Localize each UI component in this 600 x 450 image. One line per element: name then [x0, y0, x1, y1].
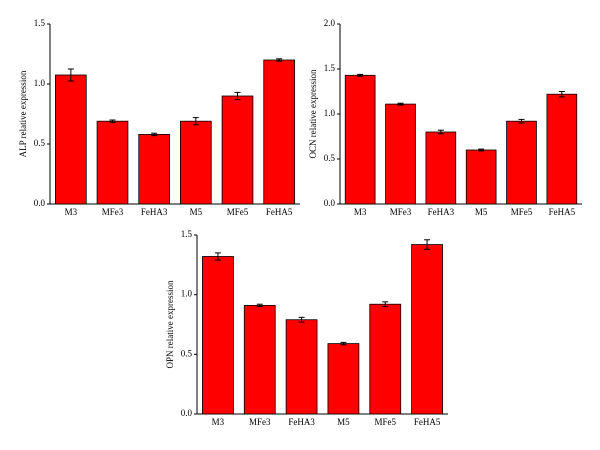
- y-tick-label: 0.0: [324, 198, 336, 208]
- bar: [243, 305, 276, 415]
- x-tick-label: M5: [337, 417, 350, 427]
- bar: [385, 103, 416, 205]
- y-tick-label: 0.0: [181, 408, 193, 418]
- x-tick-label: M3: [212, 417, 225, 427]
- bar: [263, 59, 295, 205]
- bar: [285, 319, 318, 415]
- error-bar: [214, 252, 221, 261]
- bar: [180, 120, 212, 205]
- bar: [546, 93, 578, 205]
- error-bar: [234, 91, 241, 101]
- y-tick-label: 0.5: [34, 138, 46, 148]
- y-axis-label: OPN relative expression: [165, 280, 175, 368]
- x-tick-label: FeHA3: [428, 207, 455, 217]
- x-tick-label: M3: [65, 207, 78, 217]
- error-bar: [256, 303, 263, 308]
- y-tick-label: 1.5: [181, 229, 193, 239]
- bar: [506, 120, 537, 205]
- error-bar: [518, 118, 525, 124]
- bar: [55, 74, 87, 205]
- x-tick-label: MFe5: [511, 207, 533, 217]
- x-tick-label: FeHA5: [549, 207, 576, 217]
- x-tick-label: M5: [475, 207, 488, 217]
- bar: [202, 256, 234, 415]
- error-bar: [340, 341, 347, 346]
- x-tick-label: FeHA5: [266, 207, 293, 217]
- x-tick-label: MFe3: [249, 417, 271, 427]
- y-tick-label: 1.0: [34, 78, 46, 88]
- x-tick-label: MFe3: [102, 207, 124, 217]
- y-tick-label: 1.0: [181, 289, 193, 299]
- error-bar: [437, 129, 444, 135]
- bar: [425, 131, 457, 205]
- error-bar: [192, 117, 199, 126]
- y-tick-label: 0.5: [181, 348, 193, 358]
- error-bar: [151, 132, 158, 137]
- bar: [221, 95, 254, 205]
- x-tick-label: MFe5: [227, 207, 249, 217]
- bar: [344, 74, 376, 205]
- y-tick-label: 1.0: [324, 108, 336, 118]
- bar: [327, 343, 360, 415]
- bar: [96, 120, 129, 205]
- error-bar: [67, 68, 74, 82]
- bar: [465, 149, 497, 205]
- x-tick-label: M5: [190, 207, 203, 217]
- error-bar: [109, 119, 116, 123]
- y-tick-label: 0.5: [324, 153, 336, 163]
- x-tick-label: M3: [354, 207, 367, 217]
- error-bar: [276, 58, 283, 62]
- x-tick-label: FeHA3: [288, 417, 315, 427]
- error-bar: [357, 73, 364, 77]
- error-bar: [478, 148, 485, 152]
- y-tick-label: 0.0: [34, 198, 46, 208]
- x-tick-label: MFe3: [390, 207, 412, 217]
- x-tick-label: MFe5: [374, 417, 396, 427]
- error-bar: [382, 301, 389, 308]
- bar: [369, 303, 402, 415]
- error-bar: [298, 316, 305, 323]
- error-bar: [424, 239, 431, 250]
- y-axis-label: OCN relative expression: [308, 69, 318, 158]
- error-bar: [558, 91, 565, 98]
- error-bar: [397, 102, 404, 106]
- y-tick-label: 1.5: [34, 18, 46, 28]
- y-tick-label: 1.5: [324, 63, 336, 73]
- y-tick-label: 2.0: [324, 18, 336, 28]
- x-tick-label: FeHA3: [141, 207, 168, 217]
- y-axis-label: ALP relative expression: [18, 70, 28, 157]
- bar: [138, 133, 170, 205]
- bar: [411, 244, 443, 415]
- x-tick-label: FeHA5: [414, 417, 441, 427]
